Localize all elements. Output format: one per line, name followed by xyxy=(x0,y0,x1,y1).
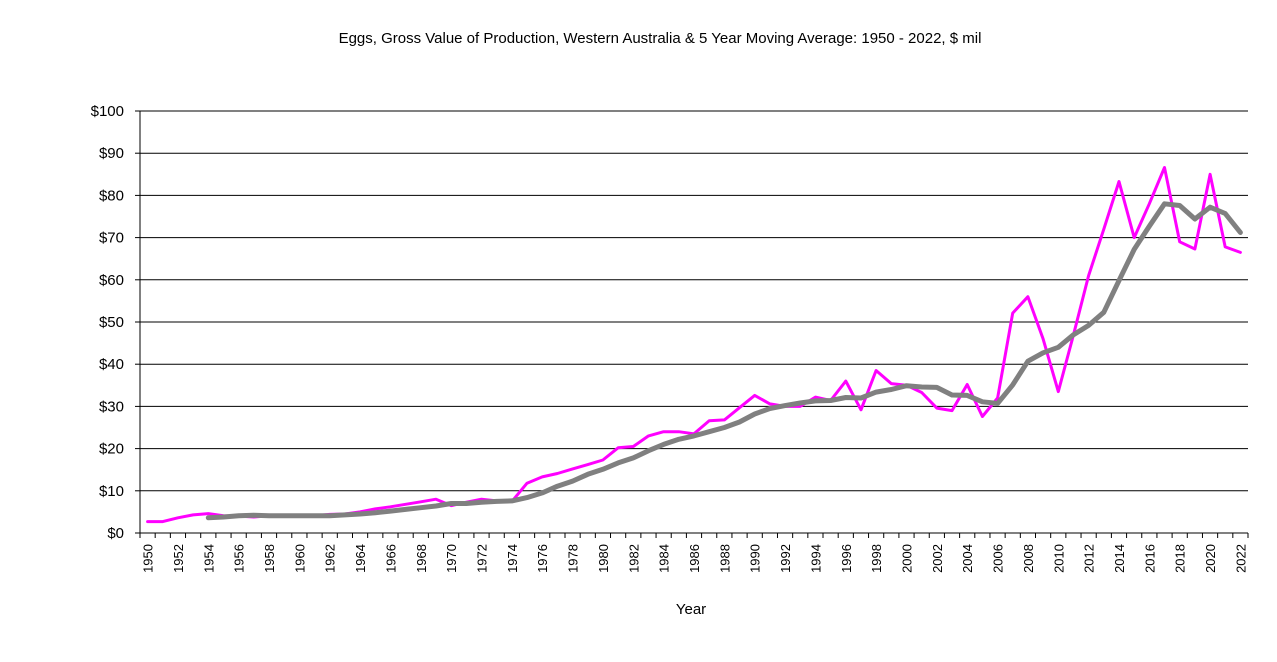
x-tick-label: 1976 xyxy=(535,544,550,573)
x-tick-label: 1954 xyxy=(201,544,216,573)
series-lines xyxy=(146,166,1243,524)
x-tick-label: 2004 xyxy=(960,544,975,573)
y-tick-label: $50 xyxy=(99,314,124,331)
x-tick-label: 1978 xyxy=(566,544,581,573)
y-tick-label: $60 xyxy=(99,272,124,289)
x-tick-label: 1988 xyxy=(717,544,732,573)
x-tick-label: 1992 xyxy=(778,544,793,573)
chart-title: Eggs, Gross Value of Production, Western… xyxy=(339,30,982,47)
x-tick-label: 2006 xyxy=(991,544,1006,573)
y-tick-label: $30 xyxy=(99,398,124,415)
x-tick-label: 1994 xyxy=(808,544,823,573)
series-line-gross-value xyxy=(146,166,1242,524)
x-tick-label: 2002 xyxy=(930,544,945,573)
x-tick-label: 1970 xyxy=(444,544,459,573)
x-tick-labels: 1950 1952 1954 1956 1958 1960 1962 1964 1966 1968… xyxy=(141,544,1249,573)
x-tick-label: 1968 xyxy=(414,544,429,573)
y-tick-label: $0 xyxy=(107,525,124,542)
axes xyxy=(135,110,1249,538)
x-tick-label: 1982 xyxy=(626,544,641,573)
y-tick-label: $20 xyxy=(99,441,124,458)
x-tick-label: 2018 xyxy=(1173,544,1188,573)
x-tick-label: 1990 xyxy=(748,544,763,573)
x-tick-label: 2020 xyxy=(1203,544,1218,573)
x-tick-label: 1984 xyxy=(657,544,672,573)
x-tick-label: 1950 xyxy=(141,544,156,573)
x-tick-label: 1996 xyxy=(839,544,854,573)
x-tick-label: 1974 xyxy=(505,544,520,573)
x-tick-label: 1960 xyxy=(292,544,307,573)
series-line-moving-average xyxy=(205,201,1243,521)
x-tick-label: 1958 xyxy=(262,544,277,573)
x-tick-label: 1964 xyxy=(353,544,368,573)
y-tick-label: $10 xyxy=(99,483,124,500)
x-tick-label: 2012 xyxy=(1082,544,1097,573)
x-axis-label: Year xyxy=(676,601,706,618)
x-tick-label: 2010 xyxy=(1051,544,1066,573)
x-tick-label: 2016 xyxy=(1142,544,1157,573)
x-tick-label: 1986 xyxy=(687,544,702,573)
x-tick-label: 1962 xyxy=(323,544,338,573)
y-tick-labels: $0 $10 $20 $30 $40 $50 $60 $70 $80 $90 $100 xyxy=(91,103,124,542)
x-tick-label: 2022 xyxy=(1233,544,1248,573)
x-tick-label: 2008 xyxy=(1021,544,1036,573)
x-tick-label: 1998 xyxy=(869,544,884,573)
x-tick-label: 1972 xyxy=(475,544,490,573)
gridlines xyxy=(140,110,1248,492)
y-tick-label: $80 xyxy=(99,187,124,204)
x-tick-label: 2014 xyxy=(1112,544,1127,573)
y-tick-label: $70 xyxy=(99,230,124,247)
x-tick-label: 1966 xyxy=(383,544,398,573)
x-tick-label: 2000 xyxy=(899,544,914,573)
y-tick-label: $90 xyxy=(99,145,124,162)
x-tick-label: 1956 xyxy=(232,544,247,573)
x-tick-label: 1952 xyxy=(171,544,186,573)
y-tick-label: $40 xyxy=(99,356,124,373)
y-tick-label: $100 xyxy=(91,103,124,120)
x-tick-label: 1980 xyxy=(596,544,611,573)
